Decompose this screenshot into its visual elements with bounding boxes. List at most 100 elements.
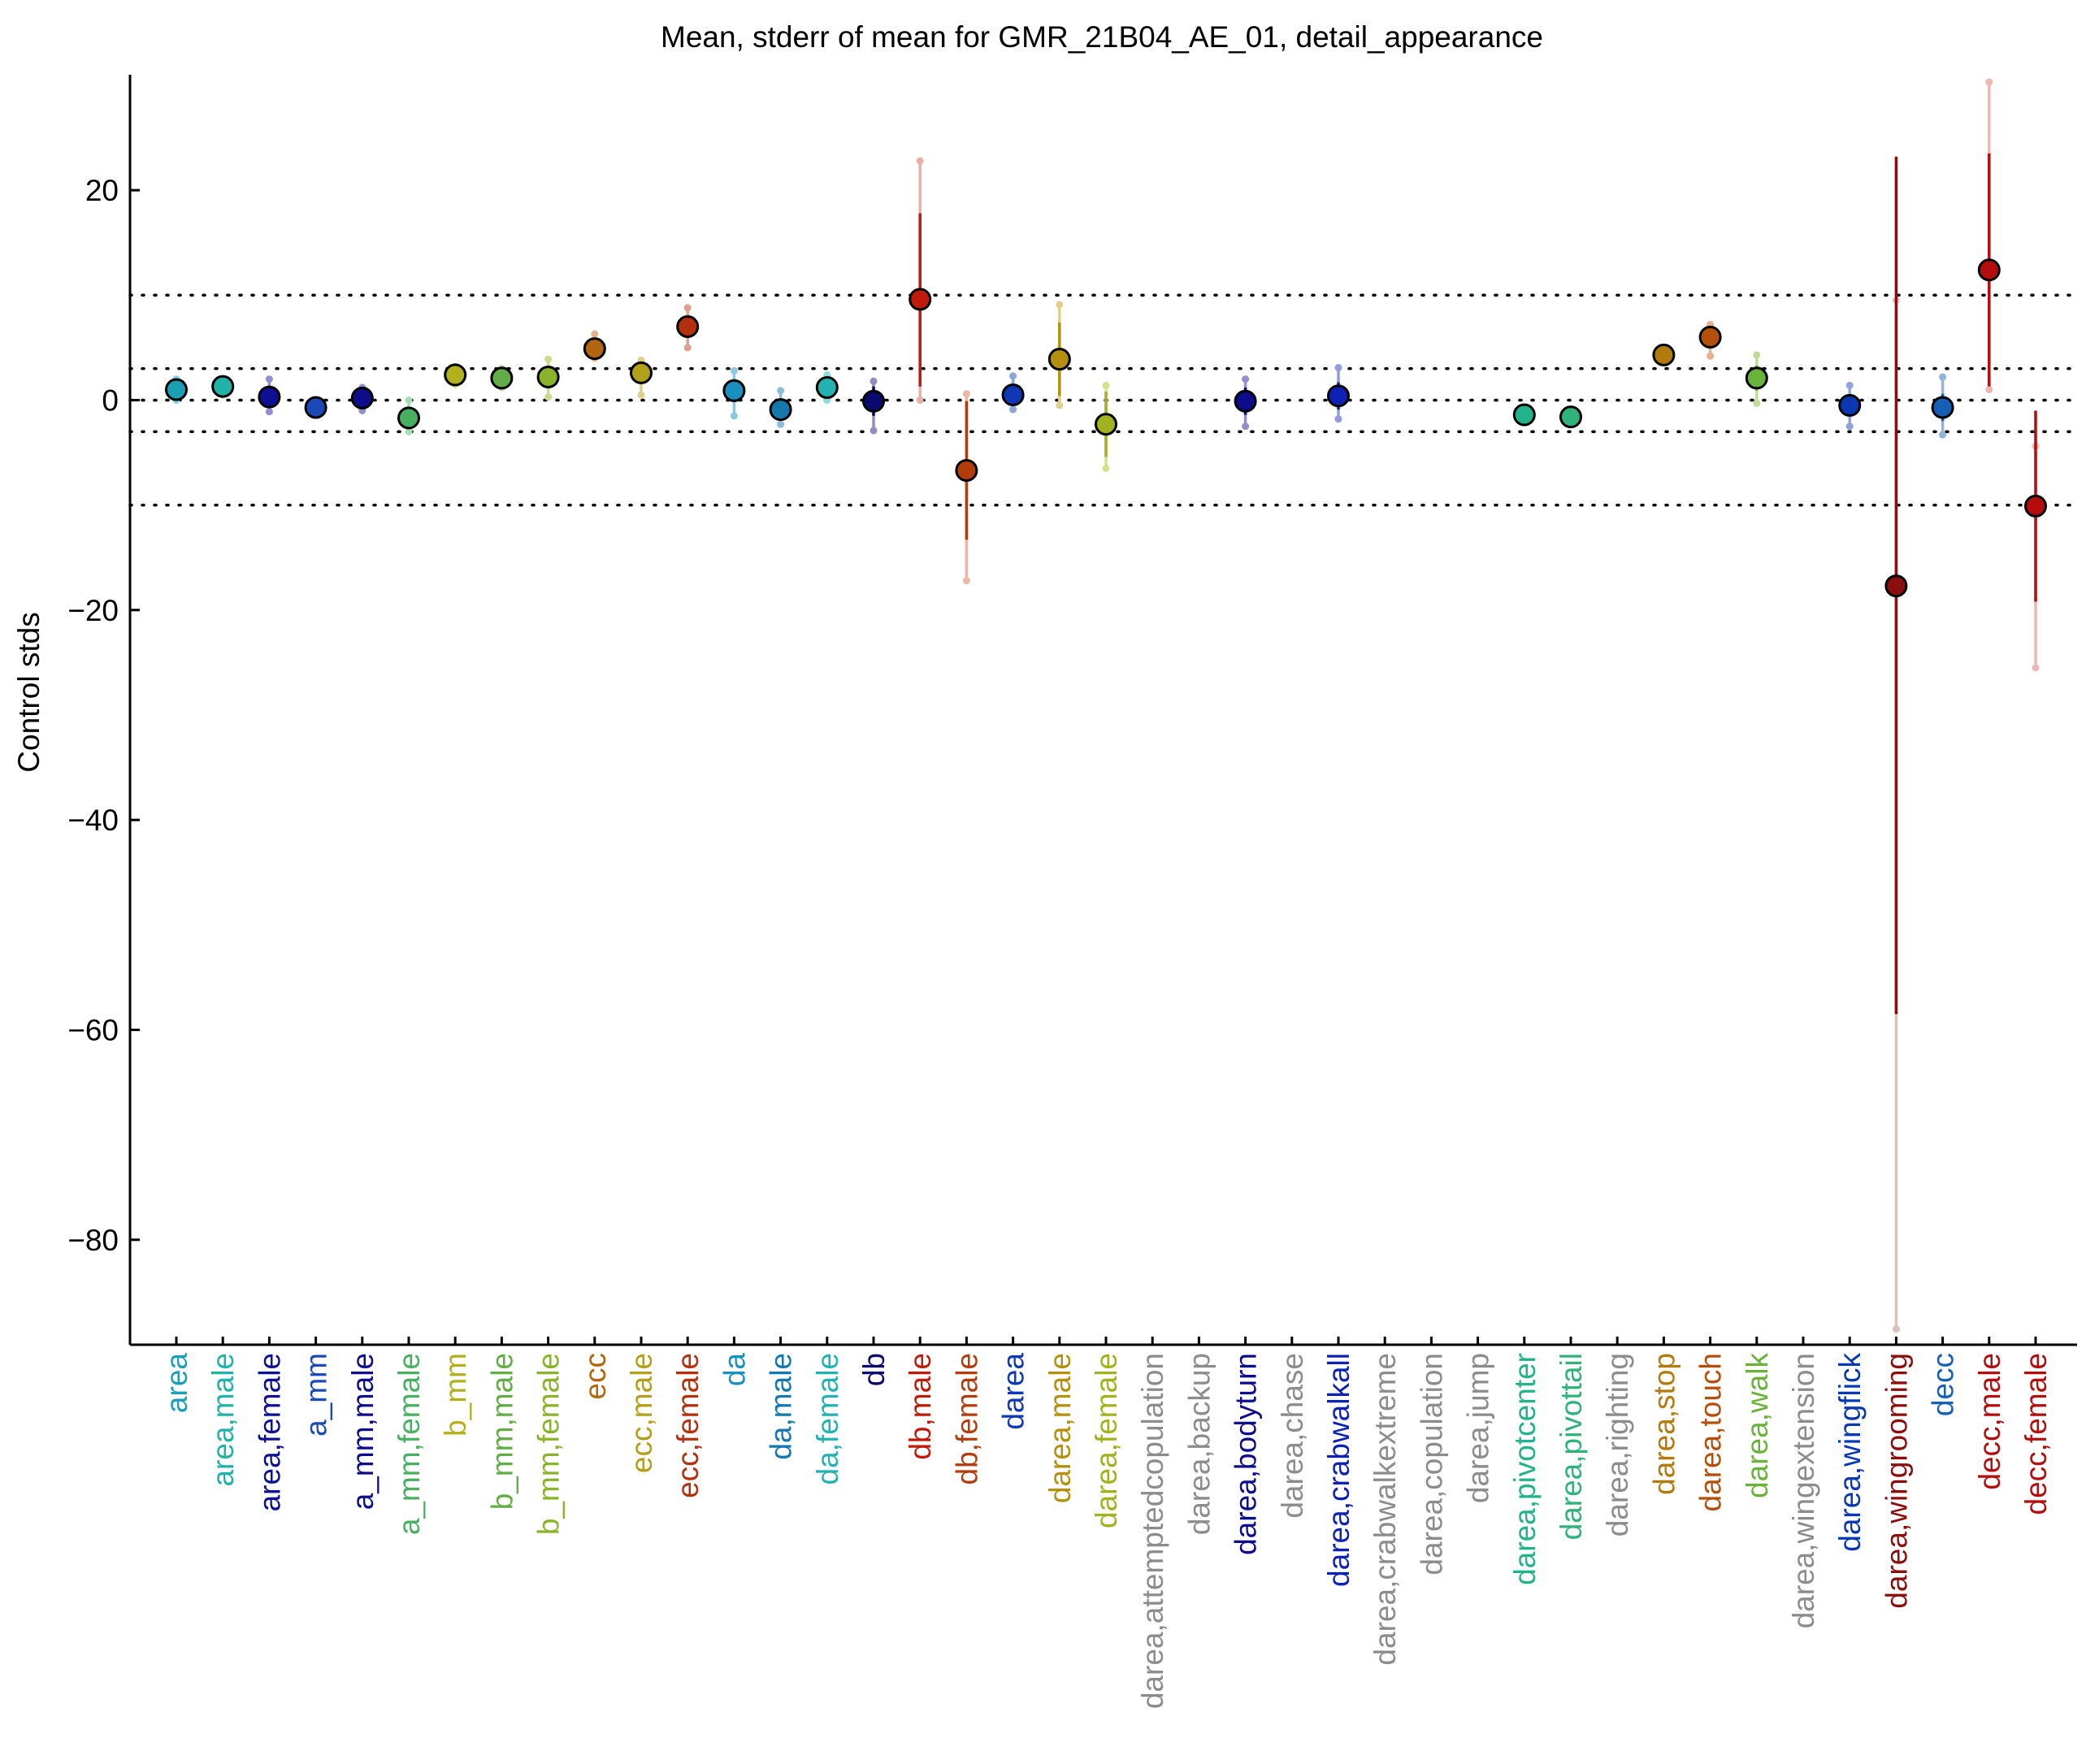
extent-marker (1102, 381, 1110, 389)
extent-marker (777, 387, 785, 395)
mean-point (1512, 403, 1536, 427)
extent-marker (916, 157, 924, 165)
x-tick-label: da (718, 1353, 751, 1387)
mean-point (1931, 396, 1954, 419)
extent-marker (962, 390, 970, 398)
extent-marker (1985, 78, 1993, 86)
extent-marker (1753, 351, 1761, 359)
mean-point (862, 389, 885, 413)
mean-point (258, 385, 281, 409)
x-tick-label: ecc,female (671, 1353, 705, 1498)
x-tick-label: darea,pivotcenter (1508, 1353, 1542, 1585)
x-tick-label: darea,righting (1601, 1353, 1634, 1536)
y-axis-label: Control stds (12, 612, 46, 772)
x-tick-label: darea,jump (1462, 1353, 1495, 1503)
x-tick-label: ecc,male (625, 1353, 658, 1473)
extent-marker (730, 412, 738, 420)
extent-marker (1056, 401, 1064, 410)
extent-marker (544, 355, 553, 363)
mean-point (955, 458, 978, 482)
mean-point (1838, 393, 1862, 417)
mean-point (1327, 384, 1350, 408)
extent-marker (405, 396, 413, 404)
error-bars (172, 78, 2040, 1333)
x-tick-label: area (160, 1353, 193, 1413)
x-tick-label: db,female (950, 1353, 983, 1485)
x-tick-label: darea,wingrooming (1880, 1353, 1913, 1609)
x-tick-label: darea,bodyturn (1229, 1353, 1263, 1555)
x-tick-label: b_mm,female (532, 1353, 566, 1535)
x-tick-label: decc (1927, 1353, 1960, 1416)
y-tick-label: −40 (67, 804, 119, 837)
mean-point (1977, 258, 2001, 282)
extent-marker (591, 330, 599, 338)
mean-point (536, 366, 560, 389)
extent-marker (265, 408, 273, 416)
x-tick-label: darea,crabwalkall (1322, 1353, 1355, 1587)
x-tick-label: darea,backup (1182, 1353, 1216, 1535)
mean-point (815, 375, 839, 399)
mean-point (909, 288, 932, 311)
extent-marker (870, 377, 878, 385)
extent-marker (1939, 373, 1947, 381)
mean-point (397, 406, 420, 430)
mean-point (1745, 366, 1768, 390)
extent-marker (1707, 352, 1715, 360)
x-tick-label: darea,female (1090, 1353, 1123, 1528)
x-tick-label: da,female (811, 1353, 844, 1485)
extent-marker (1845, 423, 1854, 431)
reference-lines (128, 293, 2079, 507)
x-tick-label: area,female (253, 1353, 286, 1511)
extent-marker (1753, 399, 1761, 407)
mean-point (350, 386, 374, 410)
x-tick-label: decc,female (2019, 1353, 2053, 1515)
extent-marker (1056, 301, 1064, 309)
mean-point (583, 337, 606, 361)
mean-point (676, 315, 700, 339)
mean-point (1234, 389, 1257, 413)
y-axis: 20 0 −20 −40 −60 −80 (67, 75, 140, 1345)
extent-marker (730, 366, 738, 375)
x-tick-label: darea,wingextension (1787, 1353, 1820, 1628)
extent-marker (1939, 431, 1947, 439)
x-tick-label: darea,stop (1647, 1353, 1681, 1495)
mean-point (1884, 574, 1908, 598)
extent-marker (1892, 1325, 1900, 1333)
y-tick-label: −20 (67, 594, 119, 627)
extent-marker (637, 391, 645, 399)
x-tick-label: a_mm,male (346, 1353, 379, 1510)
extent-marker (2032, 664, 2040, 672)
mean-point (211, 375, 235, 398)
extent-marker (1985, 386, 1993, 394)
mean-point (630, 361, 653, 384)
x-tick-label: darea,crabwalkextreme (1368, 1353, 1402, 1666)
x-tick-label: darea,pivottail (1555, 1353, 1588, 1540)
x-tick-label: darea,attemptedcopulation (1136, 1353, 1169, 1709)
mean-point (1559, 405, 1582, 429)
y-tick-label: −80 (67, 1224, 119, 1257)
mean-point (444, 363, 467, 387)
x-tick-label: darea,walk (1741, 1353, 1774, 1498)
extent-marker (683, 344, 692, 352)
extent-marker (405, 427, 413, 436)
x-tick-label: a_mm,female (392, 1353, 426, 1535)
extent-marker (1009, 405, 1017, 414)
x-tick-label: darea,male (1043, 1353, 1077, 1503)
x-tick-label: da,male (765, 1353, 798, 1460)
mean-point (165, 378, 188, 401)
mean-point (1047, 348, 1071, 371)
mean-point (722, 379, 746, 402)
extent-marker (1845, 381, 1854, 389)
x-tick-label: darea,wingflick (1833, 1353, 1867, 1552)
x-tick-label: darea,chase (1276, 1353, 1309, 1519)
mean-point (1652, 343, 1676, 366)
mean-point (2024, 494, 2047, 518)
extent-marker (1102, 464, 1110, 472)
extent-marker (1334, 415, 1342, 423)
x-tick-label: decc,male (1973, 1353, 2006, 1490)
x-tick-label: b_mm,male (485, 1353, 518, 1510)
extent-marker (1009, 372, 1017, 380)
mean-point (304, 396, 327, 419)
mean-point (1095, 413, 1117, 436)
x-tick-label: db (857, 1353, 891, 1386)
